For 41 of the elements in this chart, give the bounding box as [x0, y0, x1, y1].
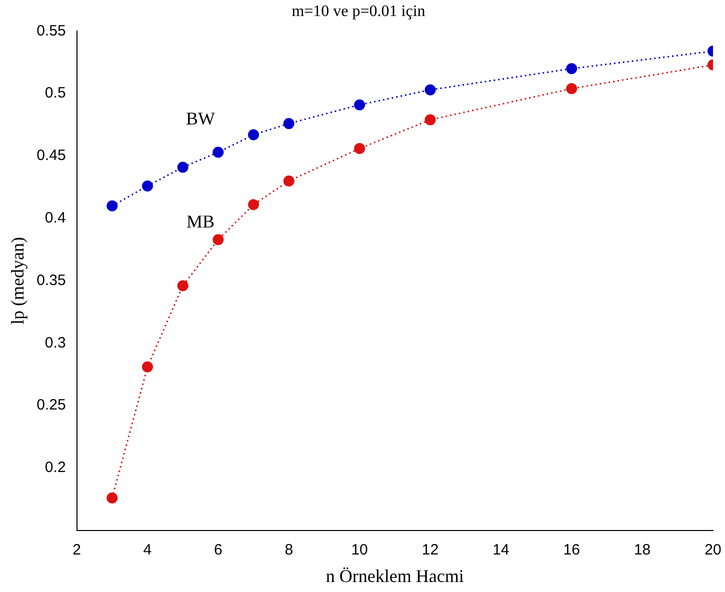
point — [283, 118, 294, 130]
x-tick-label: 12 — [422, 542, 439, 559]
series-label: MB — [186, 211, 215, 232]
x-tick-label: 16 — [563, 542, 580, 559]
x-tick-label: 20 — [704, 542, 722, 559]
y-tick-label: 0.4 — [44, 210, 66, 227]
series-label: BW — [186, 108, 216, 128]
y-tick-label: 0.3 — [44, 334, 66, 352]
y-tick-label: 0.55 — [36, 22, 66, 40]
point — [177, 280, 188, 292]
point — [177, 162, 188, 173]
point — [566, 83, 578, 94]
point — [424, 114, 436, 126]
point — [142, 180, 153, 192]
y-tick-label: 0.35 — [36, 272, 66, 289]
y-tick-label: 0.25 — [36, 396, 66, 414]
point — [566, 63, 578, 74]
y-axis-title: lp (medyan) — [8, 237, 28, 325]
point — [142, 361, 153, 372]
point — [248, 199, 260, 210]
y-tick-label: 0.2 — [44, 459, 66, 476]
point — [354, 99, 366, 110]
x-tick-label: 14 — [492, 542, 510, 559]
x-tick-label: 8 — [284, 542, 294, 559]
x-tick-label: 18 — [634, 542, 651, 559]
x-tick-label: 6 — [214, 542, 222, 559]
chart-title: m=10 ve p=0.01 için — [292, 2, 426, 20]
x-axis-title: n Örneklem Hacmi — [326, 566, 464, 586]
point — [106, 200, 118, 212]
point — [106, 492, 118, 504]
point — [283, 175, 294, 186]
y-tick-label: 0.5 — [44, 84, 66, 102]
point — [424, 84, 436, 96]
x-tick-label: 2 — [72, 542, 81, 559]
point — [212, 146, 224, 158]
point — [248, 129, 260, 140]
x-tick-label: 4 — [143, 542, 152, 559]
x-tick-label: 10 — [351, 542, 368, 559]
y-tick-label: 0.45 — [36, 147, 66, 164]
point — [212, 234, 224, 246]
point — [354, 143, 366, 154]
